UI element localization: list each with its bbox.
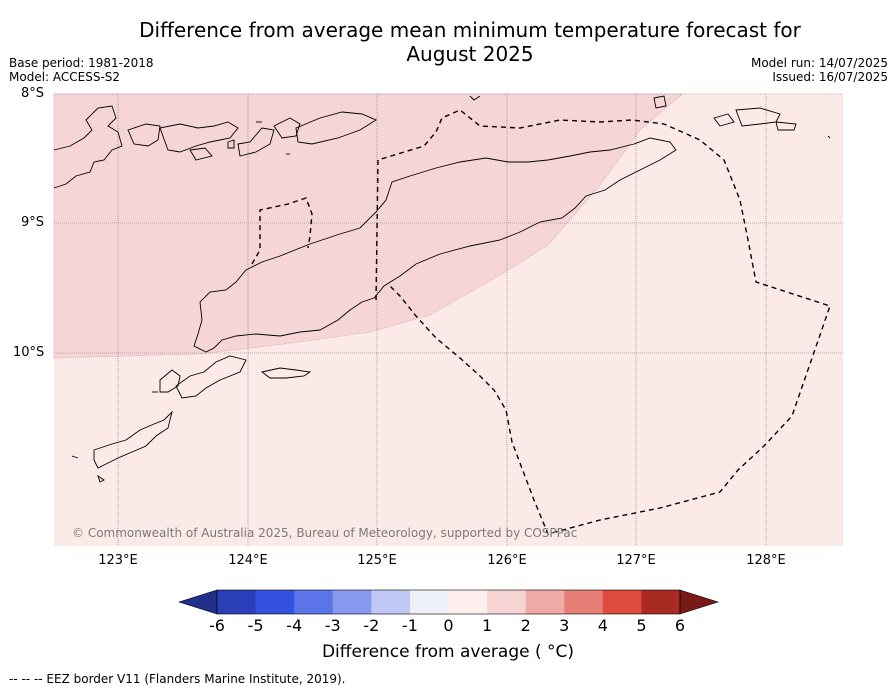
colorbar-tick-label: 1 — [481, 616, 493, 635]
colorbar-cell — [332, 590, 372, 614]
colorbar-cell — [641, 590, 681, 614]
colorbar-tick-label: 5 — [636, 616, 647, 635]
colorbar-cell — [602, 590, 642, 614]
colorbar-frame — [216, 589, 681, 615]
colorbar-tick-label: 4 — [597, 616, 608, 635]
colorbar-cell — [371, 590, 411, 614]
issued-date: Issued: 16/07/2025 — [772, 70, 888, 84]
base-period: Base period: 1981-2018 — [9, 56, 154, 70]
meta-right: Model run: 14/07/2025 Issued: 16/07/2025 — [751, 56, 888, 84]
colorbar-cell — [448, 590, 488, 614]
colorbar-tick-label: 6 — [674, 616, 686, 635]
eez-footnote: -- -- -- EEZ border V11 (Flanders Marine… — [9, 672, 346, 686]
meta-left: Base period: 1981-2018 Model: ACCESS-S2 — [9, 56, 154, 84]
lat-label-10s: 10°S — [13, 345, 45, 360]
colorbar-tick-label: -2 — [363, 616, 380, 635]
graticule — [54, 93, 843, 546]
colorbar-tick-label: -5 — [247, 616, 264, 635]
colorbar-cell — [409, 590, 449, 614]
colorbar-tick-label: -3 — [324, 616, 341, 635]
colorbar-extend-low — [178, 589, 218, 615]
colorbar-cell — [525, 590, 565, 614]
lon-label-124e: 124°E — [228, 553, 268, 568]
colorbar-extend-high — [679, 589, 719, 615]
lat-label-9s: 9°S — [21, 215, 45, 230]
lat-label-8s: 8°S — [21, 86, 45, 101]
lon-label-125e: 125°E — [357, 553, 397, 568]
title-line-1: Difference from average mean minimum tem… — [139, 18, 801, 42]
model-run: Model run: 14/07/2025 — [750, 56, 888, 70]
eez-border — [251, 109, 831, 535]
colorbar-tick-label: 2 — [520, 616, 531, 635]
lon-label-128e: 128°E — [746, 553, 786, 568]
colorbar-tick-label: -1 — [401, 616, 418, 635]
title-line-2: August 2025 — [406, 42, 534, 66]
copyright-credit: © Commonwealth of Australia 2025, Bureau… — [72, 526, 578, 540]
chart-title: Difference from average mean minimum tem… — [0, 18, 896, 66]
colorbar-cell — [217, 590, 256, 614]
colorbar-tick-label: -4 — [286, 616, 303, 635]
coastlines — [53, 95, 831, 483]
colorbar-cell — [487, 590, 527, 614]
lon-label-126e: 126°E — [487, 553, 527, 568]
colorbar-tick-label: 3 — [559, 616, 570, 635]
colorbar-label: Difference from average ( °C) — [321, 642, 575, 662]
colorbar-cell — [294, 590, 334, 614]
lon-label-127e: 127°E — [616, 553, 656, 568]
model-name: Model: ACCESS-S2 — [9, 70, 121, 84]
colorbar-cells — [178, 589, 719, 615]
colorbar-cell — [255, 590, 295, 614]
colorbar-tick-label: 0 — [443, 616, 454, 635]
lon-label-123e: 123°E — [98, 553, 138, 568]
colorbar-cell — [564, 590, 604, 614]
colorbar-tick-label: -6 — [209, 616, 225, 635]
